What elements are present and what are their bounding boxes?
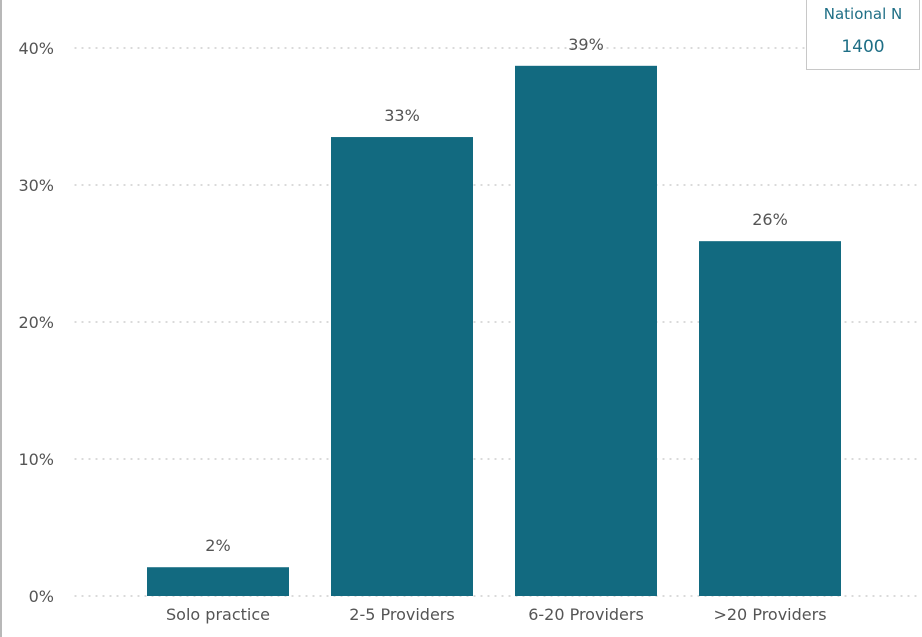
- y-tick-label: 40%: [18, 39, 54, 58]
- bar: [147, 567, 289, 596]
- y-tick-label: 30%: [18, 176, 54, 195]
- kpi-card: National N 1400: [806, 0, 920, 70]
- data-label: 2%: [205, 536, 230, 555]
- data-label: 33%: [384, 106, 420, 125]
- x-tick-label: Solo practice: [166, 605, 270, 624]
- x-tick-label: 6-20 Providers: [528, 605, 644, 624]
- bars: [147, 66, 841, 596]
- bar: [331, 137, 473, 596]
- x-tick-label: >20 Providers: [713, 605, 826, 624]
- y-tick-label: 10%: [18, 450, 54, 469]
- x-tick-label: 2-5 Providers: [349, 605, 454, 624]
- y-tick-label: 20%: [18, 313, 54, 332]
- bar: [515, 66, 657, 596]
- y-axis-ticks: 0% 10% 20% 30% 40%: [18, 39, 54, 606]
- x-axis-ticks: Solo practice 2-5 Providers 6-20 Providers…: [166, 605, 827, 624]
- data-label: 39%: [568, 35, 604, 54]
- kpi-label: National N: [807, 5, 919, 23]
- kpi-value: 1400: [807, 37, 919, 57]
- y-tick-label: 0%: [29, 587, 54, 606]
- data-label: 26%: [752, 210, 788, 229]
- bar: [699, 241, 841, 596]
